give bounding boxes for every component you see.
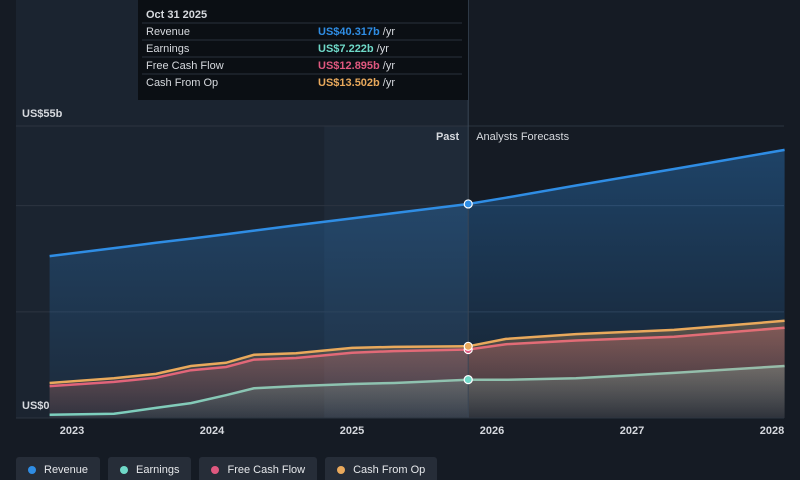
chart: US$0 US$55b Past Analysts Forecasts 2023 2024… [16, 0, 785, 437]
x-tick-label: 2025 [340, 425, 364, 437]
tooltip-value-label: US$13.502b [318, 77, 380, 89]
tooltip-value: US$12.895b/yr [318, 60, 395, 72]
legend-item[interactable]: Revenue [16, 457, 101, 480]
legend-label: Cash From Op [353, 464, 426, 476]
tooltip-unit: /yr [377, 43, 390, 55]
tooltip-name: Cash From Op [146, 77, 218, 89]
x-tick-label: 2026 [480, 425, 504, 437]
tooltip-unit: /yr [383, 60, 396, 72]
legend-dot [120, 466, 129, 474]
x-tick-label: 2027 [620, 425, 644, 437]
legend-dot [337, 466, 346, 474]
point-marker [463, 341, 473, 351]
point-marker [463, 375, 473, 385]
series-line [49, 148, 785, 258]
tooltip-unit: /yr [383, 26, 396, 38]
tooltip-value-label: US$12.895b [318, 60, 380, 72]
legend-item[interactable]: Earnings [108, 457, 192, 480]
tooltip-unit: /yr [383, 77, 396, 89]
tooltip-value: US$13.502b/yr [318, 77, 395, 89]
tooltip-title: Oct 31 2025 [146, 9, 207, 21]
area [49, 320, 785, 418]
legend-dot [28, 466, 36, 474]
point-marker [463, 199, 473, 209]
series-line [49, 319, 785, 385]
legend-dot [211, 466, 220, 474]
tooltip-value-label: US$7.222b [318, 43, 374, 55]
tooltip-name: Earnings [146, 43, 190, 55]
x-tick-label: 2023 [60, 425, 84, 437]
tooltip-name: Revenue [146, 26, 190, 38]
legend-label: Earnings [136, 464, 180, 476]
tooltip-box [138, 0, 468, 100]
tooltip-value: US$7.222b/yr [318, 43, 389, 55]
y-tick-label: US$0 [22, 400, 50, 412]
tooltip: Oct 31 2025 Revenue US$40.317b/yr Earnings U… [138, 0, 468, 100]
legend-label: Revenue [44, 464, 89, 476]
legend-item[interactable]: Cash From Op [325, 457, 438, 480]
legend: Revenue Earnings Free Cash Flow Cash From O… [16, 457, 438, 480]
legend-item[interactable]: Free Cash Flow [199, 457, 318, 480]
tooltip-name: Free Cash Flow [146, 60, 224, 72]
x-tick-label: 2024 [200, 425, 225, 437]
past-label: Past [436, 131, 460, 143]
forecast-label: Analysts Forecasts [476, 131, 569, 143]
x-tick-label: 2028 [760, 425, 784, 437]
tooltip-value: US$40.317b/yr [318, 26, 395, 38]
tooltip-value-label: US$40.317b [318, 26, 380, 38]
y-tick-label: US$55b [22, 108, 63, 120]
legend-label: Free Cash Flow [227, 464, 306, 476]
